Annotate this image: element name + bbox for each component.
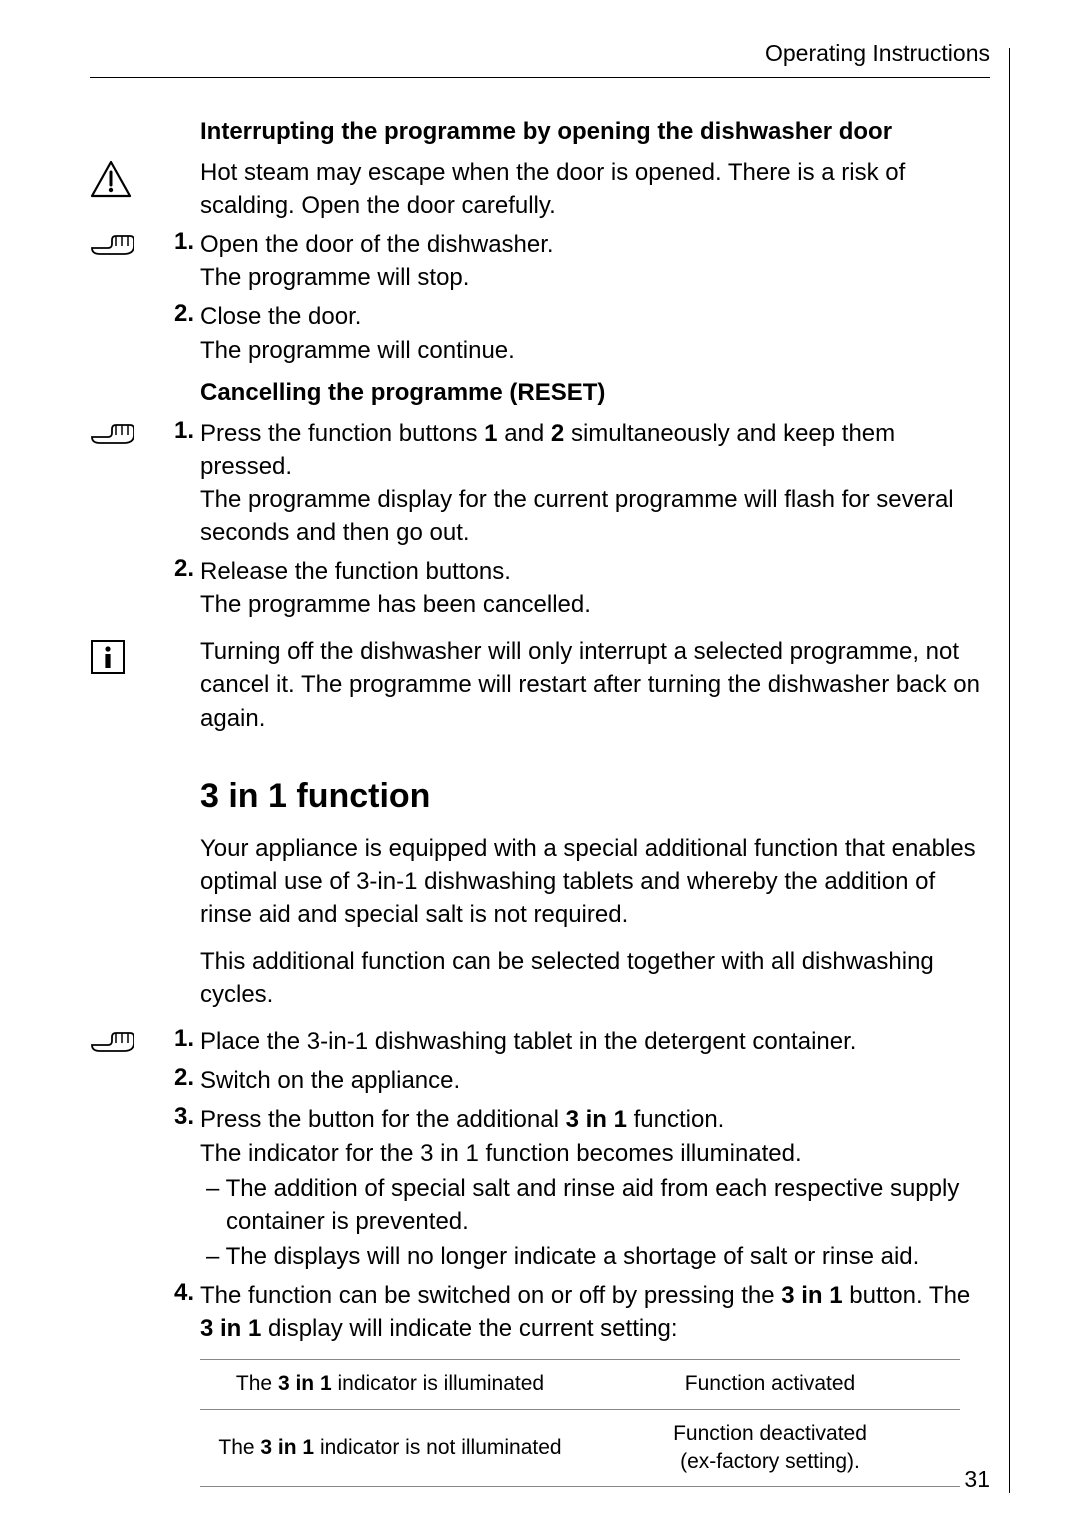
bullet-text: The addition of special salt and rinse a… (226, 1175, 960, 1235)
sub-bullet: – The displays will no longer indicate a… (200, 1240, 990, 1273)
frag: The (236, 1372, 278, 1395)
frag-bold: 3 in 1 (781, 1282, 842, 1309)
3in1-step-2: 2. Switch on the appliance. (90, 1064, 990, 1097)
line: Open the door of the dishwasher. (200, 231, 554, 258)
frag: indicator is not illuminated (314, 1436, 561, 1459)
intro-para-2: This additional function can be selected… (200, 945, 990, 1011)
line: The programme will stop. (200, 264, 469, 291)
step-number: 4. (160, 1279, 200, 1307)
line: The programme will continue. (200, 337, 515, 364)
cancel-step-2: 2. Release the function buttons. The pro… (90, 555, 990, 621)
line: The programme has been cancelled. (200, 591, 591, 618)
3in1-step-4: 4. The function can be switched on or of… (90, 1279, 990, 1345)
sub-bullet: – The addition of special salt and rinse… (200, 1172, 990, 1238)
header-section-label: Operating Instructions (765, 40, 990, 66)
page: Operating Instructions Interrupting the … (0, 0, 1080, 1527)
frag-bold: 1 (484, 420, 497, 447)
frag: and (498, 420, 551, 447)
line: Close the door. (200, 303, 361, 330)
status-table: The 3 in 1 indicator is illuminated Func… (200, 1359, 960, 1487)
frag: The (218, 1436, 260, 1459)
frag-bold: 3 in 1 (278, 1372, 332, 1395)
line: (ex-factory setting). (680, 1450, 860, 1473)
page-header: Operating Instructions (90, 40, 990, 78)
frag: function. (627, 1106, 724, 1133)
step-text: Close the door. The programme will conti… (200, 300, 990, 366)
step-text: The function can be switched on or off b… (200, 1279, 990, 1345)
hand-point-icon (90, 1029, 134, 1055)
interrupt-step-1: 1. Open the door of the dishwasher. The … (90, 228, 990, 294)
hand-point-icon (90, 421, 134, 447)
step-number: 2. (160, 555, 200, 583)
step-text: Open the door of the dishwasher. The pro… (200, 228, 990, 294)
step-number: 2. (160, 300, 200, 328)
frag-bold: 3 in 1 (566, 1106, 627, 1133)
frag: display will indicate the current settin… (261, 1315, 677, 1342)
frag-bold: 2 (551, 420, 564, 447)
step-number: 3. (160, 1103, 200, 1131)
page-number: 31 (964, 1466, 990, 1493)
frag: Press the button for the additional (200, 1106, 566, 1133)
step-number: 1. (160, 1025, 200, 1053)
table-cell: The 3 in 1 indicator is not illuminated (200, 1409, 580, 1487)
subhead-interrupt: Interrupting the programme by opening th… (200, 118, 990, 146)
line: Release the function buttons. (200, 558, 511, 585)
line: The programme display for the current pr… (200, 486, 954, 546)
3in1-step-3: 3. Press the button for the additional 3… (90, 1103, 990, 1273)
info-row: Turning off the dishwasher will only int… (90, 635, 990, 734)
frag: Press the function buttons (200, 420, 484, 447)
table-cell: Function deactivated (ex-factory setting… (580, 1409, 960, 1487)
frag: button. The (843, 1282, 971, 1309)
frag-bold: 3 in 1 (260, 1436, 314, 1459)
warning-text: Hot steam may escape when the door is op… (200, 156, 990, 222)
frag: indicator is illuminated (332, 1372, 544, 1395)
table-cell: Function activated (580, 1360, 960, 1409)
info-text: Turning off the dishwasher will only int… (200, 635, 990, 734)
line: Function deactivated (673, 1422, 867, 1445)
step-text: Press the button for the additional 3 in… (200, 1103, 990, 1273)
step-text: Place the 3-in-1 dishwashing tablet in t… (200, 1025, 990, 1058)
bullet-text: The displays will no longer indicate a s… (226, 1243, 920, 1270)
info-icon (90, 639, 126, 675)
interrupt-step-2: 2. Close the door. The programme will co… (90, 300, 990, 366)
right-margin-rule (1009, 48, 1011, 1493)
step-text: Switch on the appliance. (200, 1064, 990, 1097)
step-text: Press the function buttons 1 and 2 simul… (200, 417, 990, 549)
step-number: 2. (160, 1064, 200, 1092)
cancel-step-1: 1. Press the function buttons 1 and 2 si… (90, 417, 990, 549)
step-number: 1. (160, 417, 200, 445)
3in1-step-1: 1. Place the 3-in-1 dishwashing tablet i… (90, 1025, 990, 1058)
hand-point-icon (90, 232, 134, 258)
step-number: 1. (160, 228, 200, 256)
warning-icon (90, 160, 132, 198)
frag-bold: 3 in 1 (200, 1315, 261, 1342)
table-row: The 3 in 1 indicator is not illuminated … (200, 1409, 960, 1487)
line: The indicator for the 3 in 1 function be… (200, 1140, 802, 1167)
step-text: Release the function buttons. The progra… (200, 555, 990, 621)
table-cell: The 3 in 1 indicator is illuminated (200, 1360, 580, 1409)
subhead-cancel: Cancelling the programme (RESET) (200, 379, 990, 407)
table-row: The 3 in 1 indicator is illuminated Func… (200, 1360, 960, 1409)
warning-row: Hot steam may escape when the door is op… (90, 156, 990, 222)
heading-3in1: 3 in 1 function (200, 777, 990, 816)
frag: The function can be switched on or off b… (200, 1282, 781, 1309)
intro-para-1: Your appliance is equipped with a specia… (200, 832, 990, 931)
